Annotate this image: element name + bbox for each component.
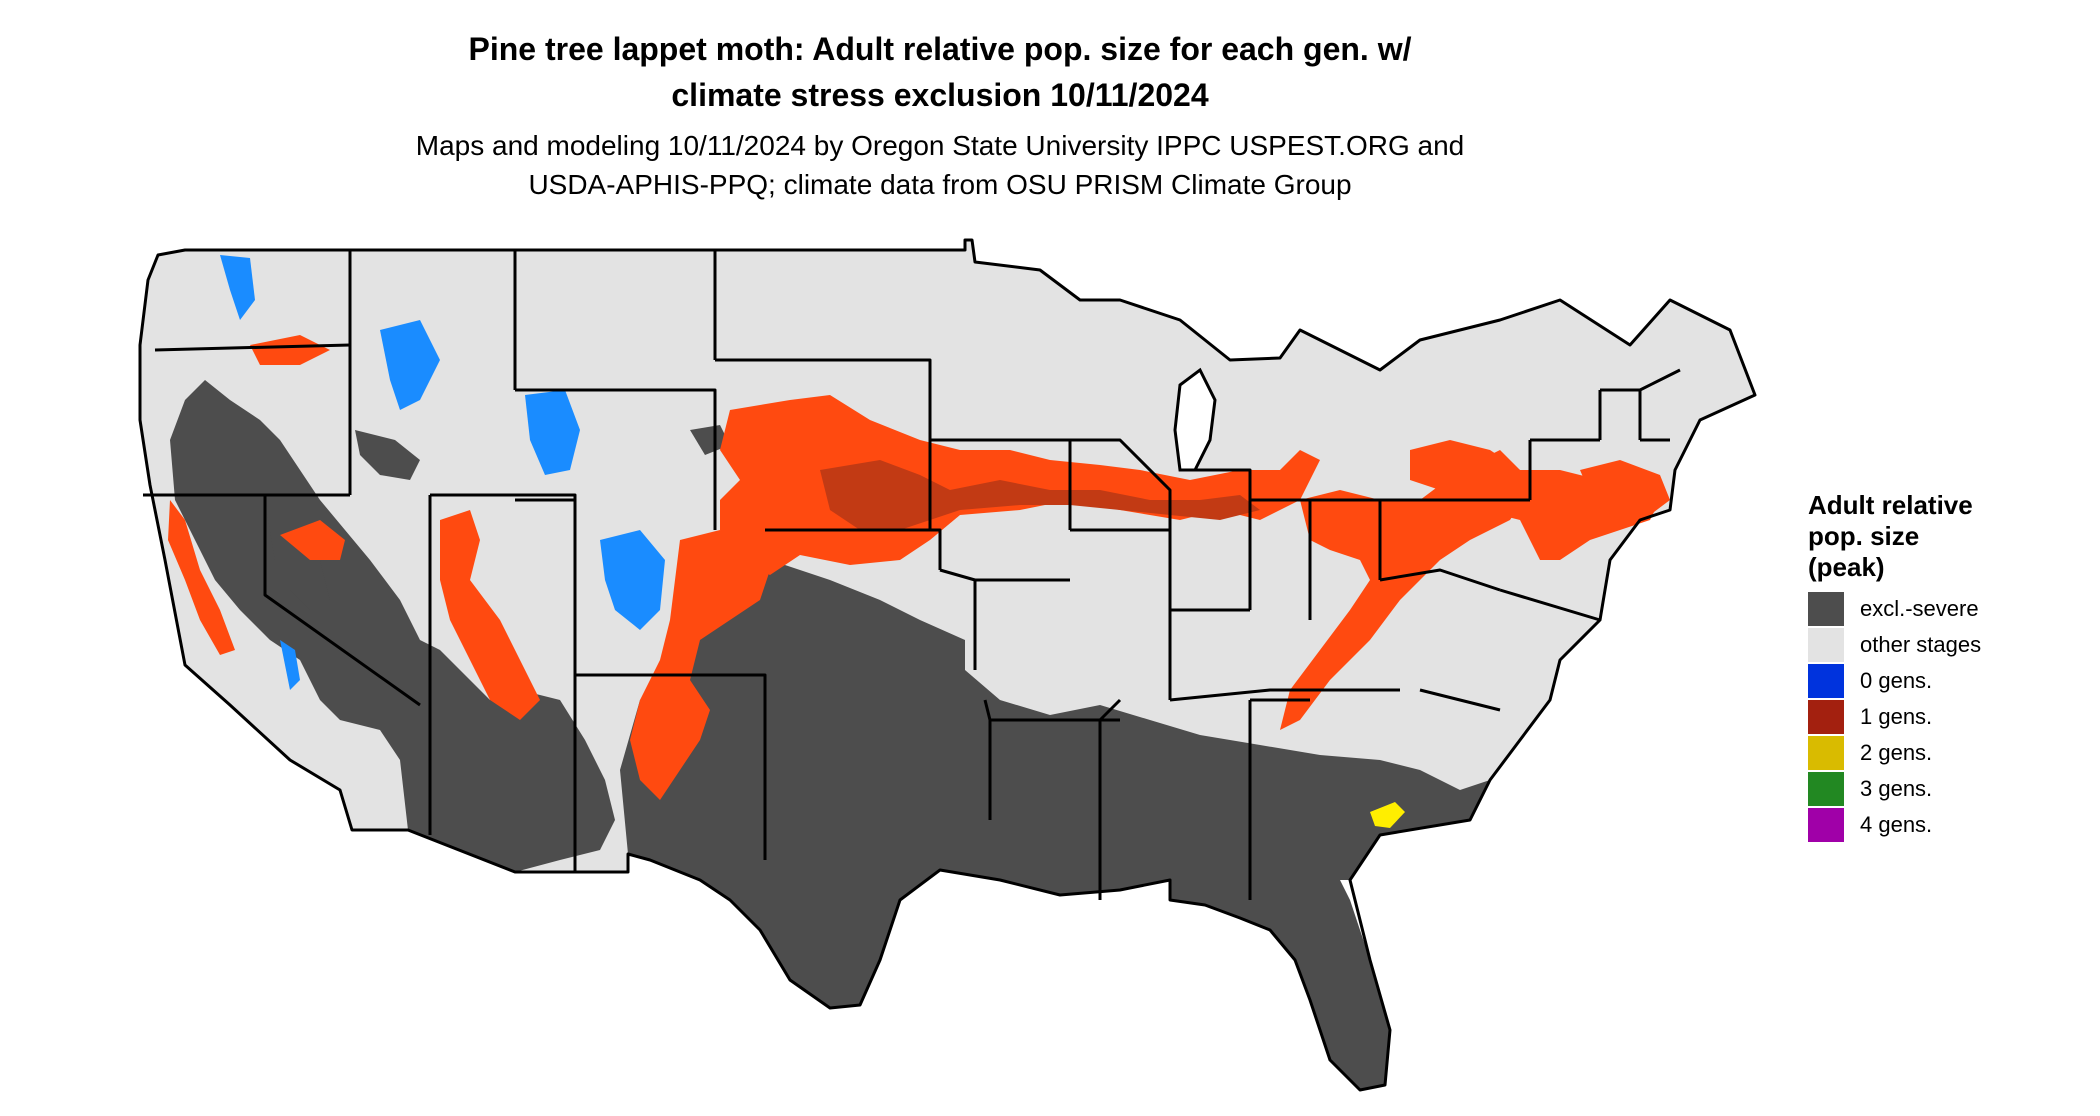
legend-label: 3 gens. [1860,776,1933,801]
legend-title-line3: (peak) [1808,552,1885,582]
legend-title-line2: pop. size [1808,521,1920,551]
legend-item: 2 gens. [1808,735,2088,771]
legend-items: excl.-severe other stages 0 gens. 1 gens. 2 … [1808,591,2088,843]
legend-label: other stages [1860,632,1982,657]
legend-swatch [1808,664,1844,698]
legend-swatch [1808,772,1844,806]
map-subtitle: Maps and modeling 10/11/2024 by Oregon S… [240,126,1640,204]
legend-swatch [1808,700,1844,734]
legend-title-line1: Adult relative [1808,490,1973,520]
legend-item: other stages [1808,627,2088,663]
lake-michigan [1173,367,1217,472]
zero-gen-wyoming [525,390,580,475]
map-title-line2: climate stress exclusion 10/11/2024 [671,77,1209,113]
excluded-wyoming-patch [690,425,730,455]
excluded-idaho-patch [355,430,420,480]
legend-label: 4 gens. [1860,812,1933,837]
one-gen-sierra [168,500,235,655]
legend-swatch [1808,592,1844,626]
two-gen-coast [1370,802,1405,828]
one-gen-ohio-east [1280,450,1530,730]
legend-item: excl.-severe [1808,591,2088,627]
one-gen-nevada-utah [280,520,345,560]
excluded-south [620,560,1490,1008]
one-gen-southwest-fringe [440,510,540,720]
map-title-line1: Pine tree lappet moth: Adult relative po… [468,31,1412,67]
excluded-nevada-basin [265,500,330,610]
legend-item: 0 gens. [1808,663,2088,699]
map-subtitle-line1: Maps and modeling 10/11/2024 by Oregon S… [415,130,1465,161]
zero-gen-colorado [600,530,665,630]
one-gen-colorado [630,530,770,800]
map-subtitle-line2: USDA-APHIS-PPQ; climate data from OSU PR… [528,169,1352,200]
state-borders [138,238,1757,1092]
legend-label: excl.-severe [1860,596,1979,621]
zero-gen-cascades [220,255,255,320]
one-gen-washington [250,335,330,365]
map-legend: Adult relative pop. size (peak) excl.-se… [1808,490,2088,843]
legend-label: 2 gens. [1860,740,1933,765]
one-gen-newengland [1580,460,1670,520]
legend-label: 1 gens. [1860,704,1933,729]
zero-gen-idaho-rockies [380,320,440,410]
excluded-southwest [170,380,615,872]
florida-peninsula [1170,860,1390,1090]
legend-item: 4 gens. [1808,807,2088,843]
us-map [138,238,1757,1092]
legend-swatch [1808,628,1844,662]
legend-item: 3 gens. [1808,771,2088,807]
legend-label: 0 gens. [1860,668,1933,693]
zero-gen-sierra [280,640,300,690]
legend-title: Adult relative pop. size (peak) [1808,490,2088,583]
one-gen-northeast [1410,440,1660,560]
legend-swatch [1808,736,1844,770]
map-title: Pine tree lappet moth: Adult relative po… [240,26,1640,118]
legend-swatch [1808,808,1844,842]
legend-item: 1 gens. [1808,699,2088,735]
